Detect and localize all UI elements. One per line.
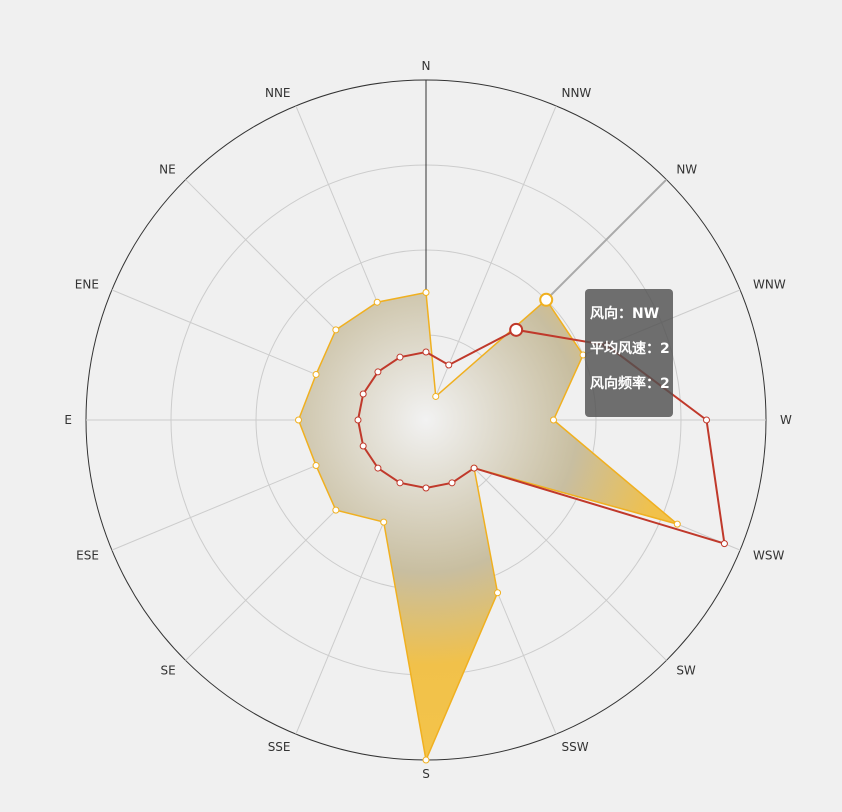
line-point-n[interactable] [422, 348, 430, 356]
direction-label-w: W [780, 413, 792, 427]
direction-label-ssw: SSW [561, 740, 588, 754]
tooltip-speed-label: 平均风速： [590, 341, 660, 357]
line-point-wsw[interactable] [720, 540, 728, 548]
area-point-se[interactable] [332, 506, 340, 514]
line-point-nne[interactable] [396, 353, 404, 361]
tooltip-speed-value: 2 [660, 341, 670, 357]
direction-label-ne: NE [159, 163, 176, 177]
tooltip-direction-value: NW [632, 306, 660, 322]
direction-label-sw: SW [676, 663, 696, 677]
area-point-nw[interactable] [539, 292, 554, 307]
direction-label-sse: SSE [268, 740, 291, 754]
area-point-s[interactable] [422, 756, 430, 764]
direction-label-wnw: WNW [753, 278, 786, 292]
direction-label-n: N [422, 59, 431, 73]
area-point-ene[interactable] [312, 370, 320, 378]
tooltip-speed-row: 平均风速：2 [590, 338, 673, 373]
line-point-sse[interactable] [396, 479, 404, 487]
direction-label-nnw: NNW [561, 86, 591, 100]
line-point-se[interactable] [374, 464, 382, 472]
line-point-e[interactable] [354, 416, 362, 424]
direction-label-nne: NNE [265, 86, 291, 100]
line-point-nnw[interactable] [445, 361, 453, 369]
line-point-s[interactable] [422, 484, 430, 492]
direction-label-ene: ENE [75, 278, 99, 292]
area-point-nne[interactable] [373, 298, 381, 306]
direction-labels: N NNW NW WNW W WSW SW SSW S SSE SE ESE E ENE NE NNE [64, 59, 792, 781]
series-layer [295, 289, 728, 764]
area-point-w[interactable] [550, 416, 557, 424]
area-point-ne[interactable] [332, 326, 340, 334]
line-point-ene[interactable] [359, 390, 367, 398]
line-point-ssw[interactable] [448, 479, 456, 487]
line-point-sw[interactable] [470, 464, 478, 472]
direction-label-nw: NW [676, 163, 697, 177]
area-point-nnw[interactable] [432, 392, 440, 400]
tooltip-freq-row: 风向频率：2 [590, 373, 673, 408]
area-point-sse[interactable] [380, 518, 388, 526]
area-point-wsw[interactable] [673, 520, 681, 528]
line-point-w[interactable] [703, 416, 710, 424]
direction-label-se: SE [160, 663, 175, 677]
line-point-nw[interactable] [509, 322, 524, 337]
tooltip-freq-label: 风向频率： [590, 376, 660, 392]
direction-label-wsw: WSW [753, 548, 784, 562]
direction-label-ese: ESE [76, 548, 99, 562]
line-point-ne[interactable] [374, 368, 382, 376]
area-point-ese[interactable] [312, 462, 320, 470]
line-point-ese[interactable] [359, 442, 367, 450]
tooltip-direction-label: 风向： [590, 306, 632, 322]
area-point-e[interactable] [295, 416, 302, 424]
direction-label-s: S [422, 767, 430, 781]
tooltip-freq-value: 2 [660, 376, 670, 392]
area-point-n[interactable] [422, 289, 430, 296]
area-point-ssw[interactable] [494, 589, 502, 597]
data-tooltip: 风向：NW 平均风速：2 风向频率：2 [585, 289, 673, 417]
direction-label-e: E [64, 413, 72, 427]
tooltip-direction-row: 风向：NW [590, 303, 673, 338]
